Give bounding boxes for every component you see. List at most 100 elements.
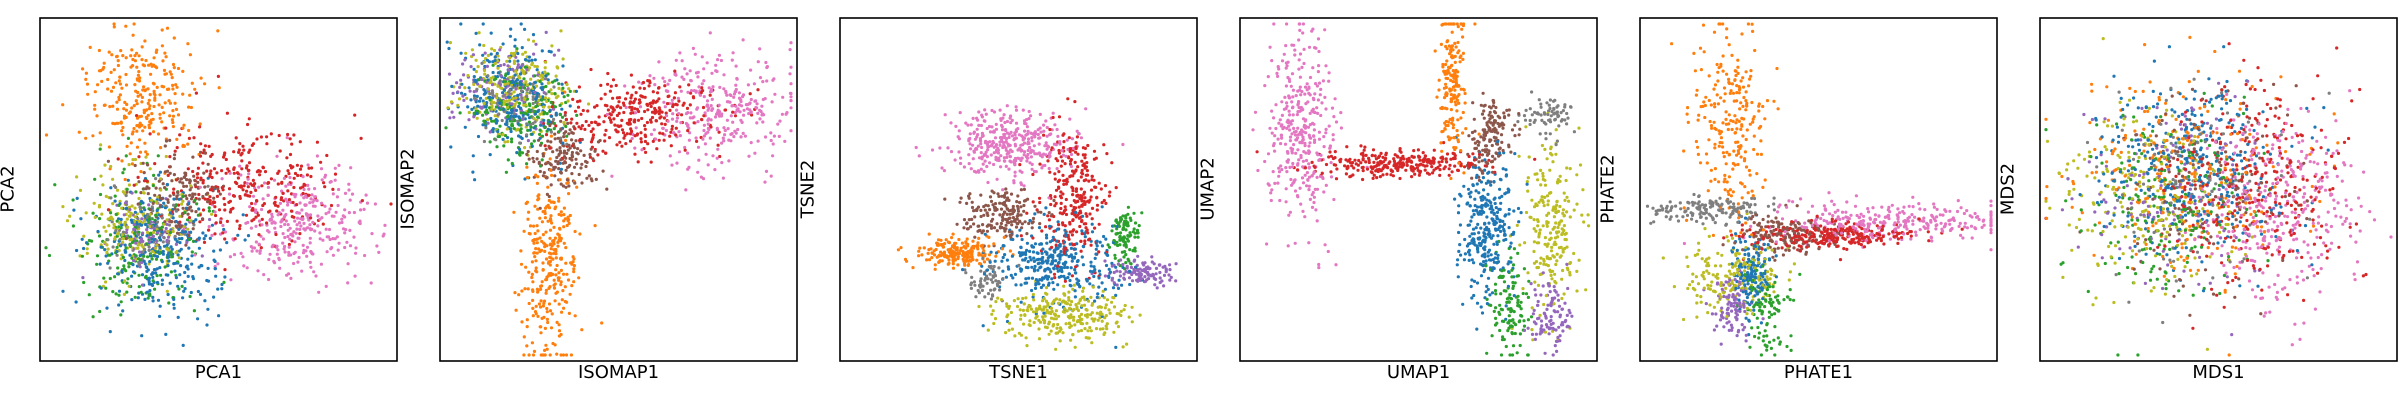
scatter-point: [462, 98, 466, 102]
scatter-point: [116, 272, 120, 276]
scatter-point: [575, 113, 579, 117]
scatter-point: [158, 304, 162, 308]
scatter-point: [668, 108, 672, 112]
scatter-point: [668, 134, 672, 138]
scatter-point: [190, 254, 194, 258]
scatter-point: [703, 142, 707, 146]
scatter-point: [550, 44, 554, 48]
scatter-point: [459, 51, 463, 55]
scatter-point: [172, 203, 176, 207]
scatter-point: [475, 111, 479, 116]
scatter-point: [139, 191, 143, 195]
scatter-point: [272, 178, 277, 182]
scatter-point: [527, 66, 532, 70]
scatter-point: [209, 169, 213, 173]
scatter-point: [565, 178, 569, 182]
scatter-point: [553, 132, 557, 136]
scatter-point: [558, 236, 562, 240]
scatter-point: [944, 238, 948, 242]
scatter-point: [224, 157, 228, 162]
scatter-point: [182, 123, 186, 127]
scatter-point: [983, 232, 987, 236]
scatter-point: [147, 98, 151, 102]
scatter-point: [532, 160, 536, 164]
scatter-point: [1081, 263, 1085, 267]
scatter-point: [193, 178, 197, 182]
scatter-point: [104, 194, 108, 198]
scatter-point: [260, 223, 264, 227]
scatter-point: [298, 167, 303, 171]
scatter-point: [575, 162, 579, 166]
scatter-point: [327, 210, 331, 214]
scatter-point: [243, 181, 247, 185]
scatter-point: [163, 206, 168, 210]
scatter-point: [930, 148, 935, 152]
scatter-point: [554, 74, 558, 78]
scatter-point: [982, 169, 986, 173]
scatter-point: [232, 171, 236, 175]
scatter-point: [565, 134, 569, 138]
scatter-point: [629, 73, 633, 77]
scatter-point: [674, 133, 678, 137]
scatter-point: [742, 108, 746, 112]
scatter-point: [634, 111, 638, 115]
scatter-point: [492, 48, 497, 53]
scatter-point: [568, 163, 572, 167]
scatter-point: [1045, 236, 1049, 240]
scatter-point: [1020, 226, 1024, 230]
scatter-point: [540, 82, 544, 86]
scatter-point: [544, 162, 548, 166]
scatter-point: [709, 88, 714, 92]
scatter-point: [287, 198, 291, 202]
scatter-point: [97, 48, 101, 53]
scatter-point: [1104, 263, 1109, 268]
scatter-point: [187, 202, 191, 206]
scatter-point: [683, 67, 687, 71]
scatter-point: [776, 122, 780, 126]
scatter-point: [328, 237, 332, 242]
scatter-point: [324, 227, 328, 231]
scatter-point: [525, 165, 529, 169]
scatter-point: [186, 274, 190, 278]
scatter-point: [554, 247, 558, 252]
scatter-point: [647, 79, 652, 83]
scatter-point: [778, 119, 782, 123]
scatter-point: [573, 127, 577, 131]
scatter-point: [153, 193, 157, 197]
scatter-point: [235, 219, 239, 223]
scatter-point: [603, 92, 607, 96]
scatter-point: [158, 226, 162, 230]
scatter-point: [341, 227, 346, 231]
scatter-point: [1022, 187, 1026, 191]
scatter-point: [749, 68, 753, 72]
scatter-point: [535, 149, 539, 154]
scatter-point: [927, 232, 931, 236]
scatter-point: [117, 289, 122, 293]
scatter-point: [474, 31, 478, 35]
scatter-point: [124, 24, 128, 28]
scatter-point: [124, 246, 128, 250]
scatter-point: [616, 124, 620, 128]
scatter-point: [936, 238, 941, 242]
scatter-point: [160, 230, 164, 234]
scatter-point: [533, 204, 537, 208]
scatter-point: [562, 306, 566, 310]
scatter-point: [968, 192, 972, 196]
scatter-point: [286, 169, 290, 173]
scatter-point: [722, 126, 726, 130]
scatter-point: [220, 186, 224, 190]
scatter-point: [728, 100, 732, 104]
scatter-point: [525, 94, 529, 98]
scatter-point: [144, 150, 148, 154]
scatter-point: [564, 124, 568, 129]
scatter-point: [523, 98, 527, 102]
scatter-point: [174, 197, 179, 201]
scatter-point: [297, 236, 301, 240]
scatter-point: [99, 143, 103, 147]
scatter-point: [315, 199, 319, 203]
scatter-point: [158, 170, 162, 174]
scatter-point: [965, 221, 969, 225]
scatter-point: [630, 93, 634, 97]
scatter-point: [648, 101, 652, 106]
scatter-point: [168, 155, 172, 159]
